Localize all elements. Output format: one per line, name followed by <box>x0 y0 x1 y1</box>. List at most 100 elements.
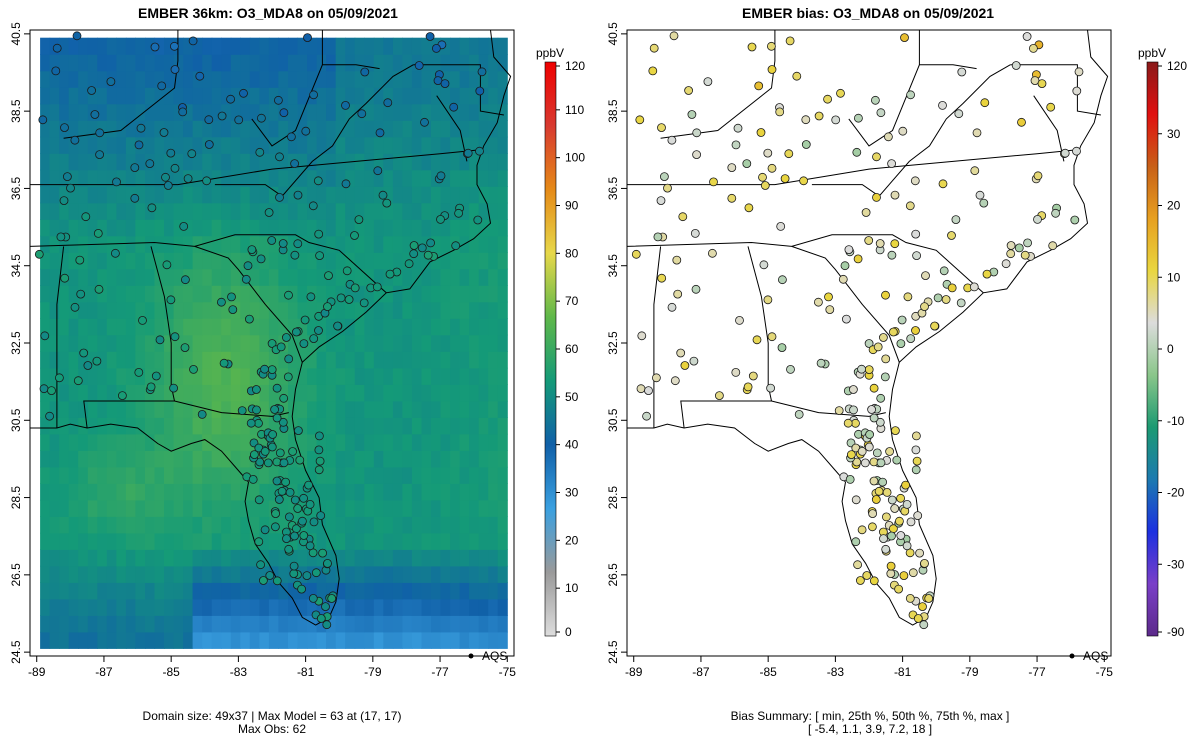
aqs-bias-marker[interactable] <box>871 495 881 504</box>
aqs-site-marker[interactable] <box>38 115 48 125</box>
aqs-site-marker[interactable] <box>272 576 282 586</box>
aqs-bias-marker[interactable] <box>778 275 787 285</box>
aqs-site-marker[interactable] <box>272 476 282 486</box>
aqs-site-marker[interactable] <box>420 117 429 127</box>
aqs-bias-marker[interactable] <box>708 248 717 258</box>
aqs-bias-marker[interactable] <box>947 231 956 240</box>
aqs-site-marker[interactable] <box>270 522 280 532</box>
aqs-site-marker[interactable] <box>417 243 427 253</box>
aqs-site-marker[interactable] <box>112 177 121 187</box>
aqs-bias-marker[interactable] <box>886 561 896 571</box>
aqs-bias-marker[interactable] <box>881 290 890 300</box>
aqs-site-marker[interactable] <box>246 418 256 428</box>
aqs-bias-marker[interactable] <box>843 418 853 428</box>
aqs-bias-marker[interactable] <box>780 174 790 184</box>
aqs-bias-marker[interactable] <box>885 447 894 456</box>
aqs-site-marker[interactable] <box>72 31 82 41</box>
aqs-bias-marker[interactable] <box>642 411 651 421</box>
aqs-bias-marker[interactable] <box>896 531 906 540</box>
aqs-bias-marker[interactable] <box>756 128 766 137</box>
aqs-site-marker[interactable] <box>256 560 266 570</box>
aqs-site-marker[interactable] <box>327 594 337 603</box>
aqs-bias-marker[interactable] <box>892 455 902 465</box>
aqs-site-marker[interactable] <box>297 584 307 594</box>
aqs-bias-marker[interactable] <box>918 602 927 611</box>
aqs-bias-marker[interactable] <box>905 594 915 603</box>
aqs-site-marker[interactable] <box>260 364 270 374</box>
aqs-site-marker[interactable] <box>477 67 487 77</box>
aqs-site-marker[interactable] <box>279 108 289 118</box>
aqs-site-marker[interactable] <box>255 147 265 157</box>
aqs-bias-marker[interactable] <box>896 493 905 503</box>
aqs-site-marker[interactable] <box>63 172 72 182</box>
aqs-bias-marker[interactable] <box>864 236 874 245</box>
aqs-bias-marker[interactable] <box>882 512 891 522</box>
aqs-site-marker[interactable] <box>252 405 261 415</box>
aqs-bias-marker[interactable] <box>709 177 718 187</box>
aqs-bias-marker[interactable] <box>692 150 701 160</box>
aqs-site-marker[interactable] <box>372 282 382 292</box>
aqs-site-marker[interactable] <box>284 512 294 522</box>
aqs-site-marker[interactable] <box>475 146 484 156</box>
aqs-bias-marker[interactable] <box>1048 241 1058 251</box>
aqs-bias-marker[interactable] <box>831 115 841 125</box>
aqs-site-marker[interactable] <box>278 417 288 427</box>
aqs-site-marker[interactable] <box>130 193 140 203</box>
aqs-site-marker[interactable] <box>451 241 461 251</box>
aqs-site-marker[interactable] <box>169 41 179 51</box>
aqs-site-marker[interactable] <box>56 232 66 242</box>
aqs-site-marker[interactable] <box>180 275 190 285</box>
aqs-site-marker[interactable] <box>309 517 319 527</box>
aqs-bias-marker[interactable] <box>913 614 923 623</box>
aqs-site-marker[interactable] <box>322 620 332 630</box>
aqs-site-marker[interactable] <box>283 372 293 382</box>
aqs-bias-marker[interactable] <box>840 261 850 271</box>
aqs-bias-marker[interactable] <box>938 179 948 189</box>
aqs-bias-marker[interactable] <box>878 477 887 487</box>
aqs-site-marker[interactable] <box>179 221 189 231</box>
aqs-site-marker[interactable] <box>316 511 326 520</box>
aqs-bias-marker[interactable] <box>767 65 777 74</box>
aqs-site-marker[interactable] <box>189 364 198 374</box>
aqs-site-marker[interactable] <box>341 101 350 110</box>
aqs-site-marker[interactable] <box>279 458 289 468</box>
aqs-bias-marker[interactable] <box>767 163 777 173</box>
aqs-site-marker[interactable] <box>204 140 214 149</box>
aqs-site-marker[interactable] <box>256 254 266 264</box>
aqs-bias-marker[interactable] <box>727 163 737 173</box>
aqs-site-marker[interactable] <box>237 406 247 416</box>
aqs-bias-marker[interactable] <box>690 228 700 238</box>
aqs-site-marker[interactable] <box>308 201 318 211</box>
aqs-bias-marker[interactable] <box>814 297 823 307</box>
aqs-site-marker[interactable] <box>316 614 326 623</box>
aqs-bias-marker[interactable] <box>747 42 757 52</box>
aqs-bias-marker[interactable] <box>785 36 795 46</box>
aqs-site-marker[interactable] <box>299 339 309 349</box>
aqs-site-marker[interactable] <box>314 445 324 455</box>
aqs-bias-marker[interactable] <box>744 203 754 213</box>
aqs-site-marker[interactable] <box>47 386 56 396</box>
aqs-bias-marker[interactable] <box>911 229 921 239</box>
aqs-site-marker[interactable] <box>249 450 259 460</box>
aqs-bias-marker[interactable] <box>825 305 835 315</box>
aqs-site-marker[interactable] <box>251 385 261 394</box>
aqs-site-marker[interactable] <box>254 537 264 547</box>
aqs-site-marker[interactable] <box>295 455 305 465</box>
aqs-bias-marker[interactable] <box>957 67 967 77</box>
aqs-site-marker[interactable] <box>333 321 343 331</box>
aqs-bias-marker[interactable] <box>799 176 808 186</box>
aqs-site-marker[interactable] <box>83 361 93 370</box>
aqs-site-marker[interactable] <box>293 239 303 249</box>
aqs-site-marker[interactable] <box>134 367 144 377</box>
aqs-site-marker[interactable] <box>289 561 299 571</box>
aqs-site-marker[interactable] <box>180 343 190 353</box>
aqs-site-marker[interactable] <box>155 335 165 345</box>
aqs-site-marker[interactable] <box>436 214 445 224</box>
aqs-bias-marker[interactable] <box>902 499 912 509</box>
aqs-bias-marker[interactable] <box>759 260 769 270</box>
aqs-site-marker[interactable] <box>378 190 388 200</box>
aqs-bias-marker[interactable] <box>891 426 900 436</box>
aqs-site-marker[interactable] <box>449 102 459 112</box>
aqs-bias-marker[interactable] <box>849 385 858 394</box>
aqs-site-marker[interactable] <box>169 383 179 393</box>
